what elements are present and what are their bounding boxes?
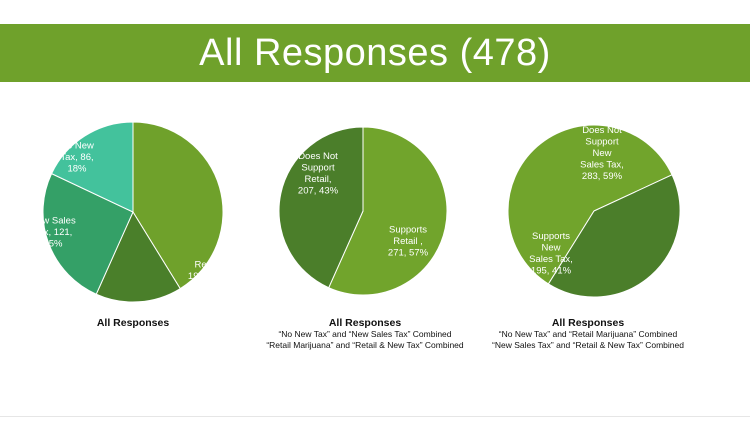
slice-label-line: New Tax, [171,320,210,331]
pie-slice [132,121,224,290]
slice-label-line: Supports [532,231,570,242]
slice-label-line: No New [60,141,94,152]
slice-label-line: Tax, 121, [34,227,73,238]
slice-data-label: Supports Retail , 271, 57% [388,225,429,259]
slice-label-line: Does Not [298,151,338,162]
pie-svg: Does Not Support New Sales Tax, 283, 59%Supp… [507,124,681,298]
slice-label-line: Tax, 86, [60,152,93,163]
slice-label-line: Support [585,137,619,148]
slice-label-line: 74, 16% [173,332,208,343]
slice-label-line: 25% [43,239,63,250]
divider [0,416,750,417]
pie-slice [278,126,364,289]
slice-label-line: Retail, [195,259,222,270]
slice-label-line: Retail , [393,236,423,247]
slice-label-line: 283, 59% [582,171,623,182]
slice-label-line: 197, 41% [188,271,229,282]
slice-label-line: New [592,148,611,159]
page-title: All Responses (478) [199,31,551,74]
caption-line: “Retail Marijuana” and “Retail & New Tax… [266,340,464,350]
slice-label-line: 207, 43% [298,185,339,196]
caption-title: All Responses [551,317,625,329]
slice-data-label: Retail, 197, 41% [188,259,229,282]
caption-line: “New Sales Tax” and “Retail & New Tax” C… [492,340,684,350]
pie-svg: Retail, 197, 41%Retail & New Tax, 74, 16%Ne… [30,121,229,343]
chart-caption-2: All Responses “No New Tax” and “New Sale… [245,317,485,351]
slice-label-line: 271, 57% [388,248,429,259]
slice-label-line: Retail, [305,174,332,185]
slice-data-label: No New Tax, 86, 18% [60,141,94,175]
pie-slice [42,172,134,295]
slice-label-line: Retail & [173,309,207,320]
slice-data-label: New Sales Tax, 121, 25% [30,216,76,250]
pie-svg: Supports Retail , 271, 57%Does Not Support R… [278,126,448,296]
slice-label-line: Support [301,162,335,173]
slice-data-label: Supports New Sales Tax, 195, 41% [529,231,573,277]
pie-chart-all-responses: Retail, 197, 41% Retail & New Tax, 74, 16% Ne… [13,120,253,360]
slice-data-label: Does Not Support Retail, 207, 43% [298,151,339,197]
slice-label-line: Does Not [582,125,622,136]
pie-slice [95,210,181,303]
slice-label-line: Sales Tax, [529,254,573,265]
pie-slice [50,121,134,213]
caption-title: All Responses [96,317,170,329]
slice-data-label: Does Not Support New Sales Tax, 283, 59% [580,125,624,182]
chart-caption-1: All Responses [13,317,253,329]
slice-label-line: 195, 41% [531,265,572,276]
pie-slice [507,124,673,285]
pie-slice [328,126,448,296]
slice-label-line: Sales Tax, [580,160,624,171]
pie-slice [547,174,681,298]
caption-title: All Responses [328,317,402,329]
pie-chart-sales-tax-combined: Does Not Support New Sales Tax, 283, 59% Supp… [468,120,708,360]
slice-label-line: 18% [67,164,87,175]
slice-label-line: Supports [389,225,427,236]
caption-line: “No New Tax” and “Retail Marijuana” Comb… [498,329,678,339]
slice-data-label: Retail & New Tax, 74, 16% [171,309,210,343]
pie-chart-retail-combined: Supports Retail , 271, 57% Does Not Support R… [245,120,485,360]
chart-caption-3: All Responses “No New Tax” and “Retail M… [468,317,708,351]
title-banner: All Responses (478) [0,24,750,82]
slice-label-line: New [541,242,560,253]
caption-line: “No New Tax” and “New Sales Tax” Combine… [278,329,452,339]
slice-label-line: New Sales [30,216,76,227]
